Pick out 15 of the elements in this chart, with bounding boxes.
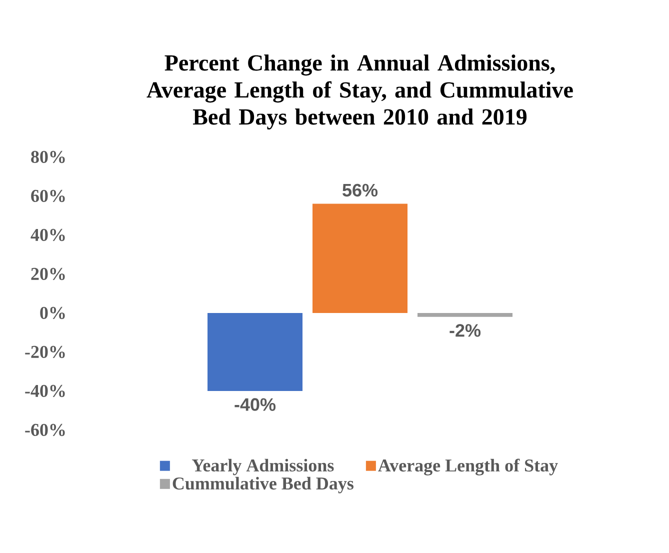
y-tick-label: 0% [40, 306, 65, 320]
legend-label: Yearly Admissions [192, 458, 334, 476]
y-tick-label: -40% [25, 384, 65, 398]
y-tick-label: 20% [31, 268, 65, 280]
data-label: -2% [450, 324, 481, 337]
y-tick-label: -60% [25, 424, 65, 436]
legend-label: Cummulative Bed Days [172, 476, 354, 494]
chart-title: Percent Change in Annual Admissions, Average Length of Stay, and Cummulative Bed Days between 2010 and 2019 [146, 54, 573, 130]
legend-label: Average Length of Stay [378, 458, 558, 476]
y-tick-label: 40% [30, 228, 65, 242]
y-tick-label: 80% [31, 150, 65, 164]
y-tick-label: -20% [25, 346, 65, 358]
data-label: -40% [234, 398, 276, 411]
data-label: 56% [342, 184, 378, 197]
y-tick-label: 60% [31, 190, 65, 202]
